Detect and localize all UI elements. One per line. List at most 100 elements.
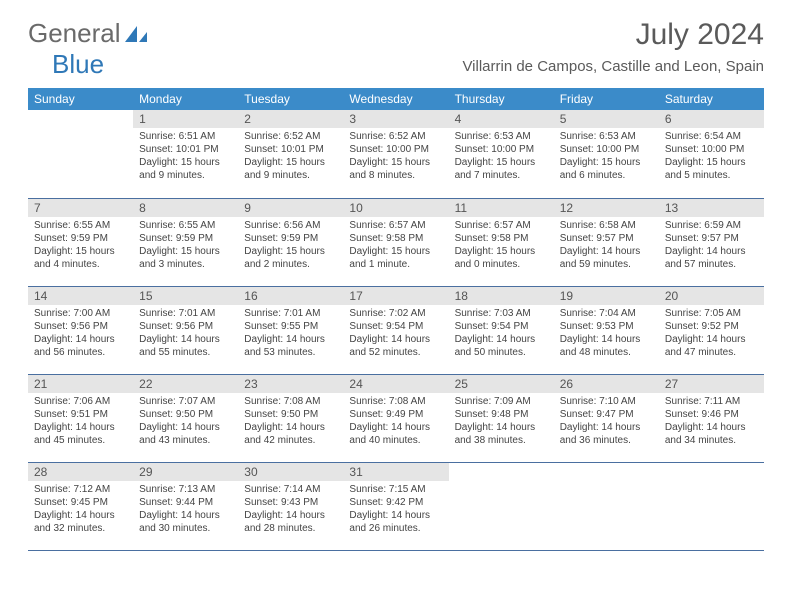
calendar-cell: [449, 462, 554, 550]
calendar-cell: 22Sunrise: 7:07 AMSunset: 9:50 PMDayligh…: [133, 374, 238, 462]
day-details: Sunrise: 6:51 AMSunset: 10:01 PMDaylight…: [133, 128, 238, 186]
calendar-cell: 26Sunrise: 7:10 AMSunset: 9:47 PMDayligh…: [554, 374, 659, 462]
day-details: Sunrise: 6:54 AMSunset: 10:00 PMDaylight…: [659, 128, 764, 186]
calendar-cell: 14Sunrise: 7:00 AMSunset: 9:56 PMDayligh…: [28, 286, 133, 374]
day-number: 29: [133, 463, 238, 481]
calendar-cell: 24Sunrise: 7:08 AMSunset: 9:49 PMDayligh…: [343, 374, 448, 462]
calendar-table: SundayMondayTuesdayWednesdayThursdayFrid…: [28, 88, 764, 551]
day-details: Sunrise: 7:01 AMSunset: 9:56 PMDaylight:…: [133, 305, 238, 363]
calendar-week-row: 1Sunrise: 6:51 AMSunset: 10:01 PMDayligh…: [28, 110, 764, 198]
day-number: 8: [133, 199, 238, 217]
calendar-cell: 5Sunrise: 6:53 AMSunset: 10:00 PMDayligh…: [554, 110, 659, 198]
location-subtitle: Villarrin de Campos, Castille and Leon, …: [462, 58, 764, 75]
calendar-cell: [659, 462, 764, 550]
calendar-cell: [554, 462, 659, 550]
calendar-cell: 23Sunrise: 7:08 AMSunset: 9:50 PMDayligh…: [238, 374, 343, 462]
day-number: 21: [28, 375, 133, 393]
day-header: Friday: [554, 88, 659, 110]
logo-word-blue: Blue: [52, 49, 104, 79]
calendar-week-row: 14Sunrise: 7:00 AMSunset: 9:56 PMDayligh…: [28, 286, 764, 374]
calendar-week-row: 28Sunrise: 7:12 AMSunset: 9:45 PMDayligh…: [28, 462, 764, 550]
day-details: Sunrise: 7:13 AMSunset: 9:44 PMDaylight:…: [133, 481, 238, 539]
day-details: Sunrise: 7:04 AMSunset: 9:53 PMDaylight:…: [554, 305, 659, 363]
day-number: 26: [554, 375, 659, 393]
day-number: 1: [133, 110, 238, 128]
day-number: 30: [238, 463, 343, 481]
day-number: 23: [238, 375, 343, 393]
calendar-cell: 13Sunrise: 6:59 AMSunset: 9:57 PMDayligh…: [659, 198, 764, 286]
day-number: 11: [449, 199, 554, 217]
calendar-cell: 11Sunrise: 6:57 AMSunset: 9:58 PMDayligh…: [449, 198, 554, 286]
day-details: Sunrise: 7:11 AMSunset: 9:46 PMDaylight:…: [659, 393, 764, 451]
day-number: 20: [659, 287, 764, 305]
day-number: 10: [343, 199, 448, 217]
day-number: 25: [449, 375, 554, 393]
day-header: Monday: [133, 88, 238, 110]
calendar-cell: 31Sunrise: 7:15 AMSunset: 9:42 PMDayligh…: [343, 462, 448, 550]
calendar-cell: 30Sunrise: 7:14 AMSunset: 9:43 PMDayligh…: [238, 462, 343, 550]
day-details: Sunrise: 7:08 AMSunset: 9:50 PMDaylight:…: [238, 393, 343, 451]
day-details: Sunrise: 6:55 AMSunset: 9:59 PMDaylight:…: [28, 217, 133, 275]
day-number: 27: [659, 375, 764, 393]
calendar-cell: 20Sunrise: 7:05 AMSunset: 9:52 PMDayligh…: [659, 286, 764, 374]
calendar-cell: [28, 110, 133, 198]
calendar-cell: 16Sunrise: 7:01 AMSunset: 9:55 PMDayligh…: [238, 286, 343, 374]
day-details: Sunrise: 6:58 AMSunset: 9:57 PMDaylight:…: [554, 217, 659, 275]
day-number: 18: [449, 287, 554, 305]
day-details: Sunrise: 6:53 AMSunset: 10:00 PMDaylight…: [554, 128, 659, 186]
day-number: 3: [343, 110, 448, 128]
calendar-cell: 21Sunrise: 7:06 AMSunset: 9:51 PMDayligh…: [28, 374, 133, 462]
day-number: 24: [343, 375, 448, 393]
calendar-week-row: 7Sunrise: 6:55 AMSunset: 9:59 PMDaylight…: [28, 198, 764, 286]
calendar-cell: 6Sunrise: 6:54 AMSunset: 10:00 PMDayligh…: [659, 110, 764, 198]
day-number: 19: [554, 287, 659, 305]
day-details: Sunrise: 6:52 AMSunset: 10:01 PMDaylight…: [238, 128, 343, 186]
day-details: Sunrise: 7:06 AMSunset: 9:51 PMDaylight:…: [28, 393, 133, 451]
day-details: Sunrise: 6:55 AMSunset: 9:59 PMDaylight:…: [133, 217, 238, 275]
day-number: 13: [659, 199, 764, 217]
day-details: Sunrise: 6:57 AMSunset: 9:58 PMDaylight:…: [343, 217, 448, 275]
calendar-cell: 2Sunrise: 6:52 AMSunset: 10:01 PMDayligh…: [238, 110, 343, 198]
calendar-cell: 7Sunrise: 6:55 AMSunset: 9:59 PMDaylight…: [28, 198, 133, 286]
day-details: Sunrise: 7:14 AMSunset: 9:43 PMDaylight:…: [238, 481, 343, 539]
day-header: Saturday: [659, 88, 764, 110]
day-number: 15: [133, 287, 238, 305]
logo-text: General Blue: [28, 18, 147, 80]
calendar-cell: 10Sunrise: 6:57 AMSunset: 9:58 PMDayligh…: [343, 198, 448, 286]
day-header: Wednesday: [343, 88, 448, 110]
calendar-cell: 17Sunrise: 7:02 AMSunset: 9:54 PMDayligh…: [343, 286, 448, 374]
sail-icon: [125, 26, 147, 44]
calendar-cell: 25Sunrise: 7:09 AMSunset: 9:48 PMDayligh…: [449, 374, 554, 462]
day-number: 16: [238, 287, 343, 305]
day-details: Sunrise: 7:08 AMSunset: 9:49 PMDaylight:…: [343, 393, 448, 451]
day-number: 28: [28, 463, 133, 481]
day-number: 4: [449, 110, 554, 128]
day-details: Sunrise: 6:57 AMSunset: 9:58 PMDaylight:…: [449, 217, 554, 275]
calendar-body: 1Sunrise: 6:51 AMSunset: 10:01 PMDayligh…: [28, 110, 764, 550]
calendar-cell: 29Sunrise: 7:13 AMSunset: 9:44 PMDayligh…: [133, 462, 238, 550]
day-details: Sunrise: 7:15 AMSunset: 9:42 PMDaylight:…: [343, 481, 448, 539]
calendar-cell: 9Sunrise: 6:56 AMSunset: 9:59 PMDaylight…: [238, 198, 343, 286]
day-number: 7: [28, 199, 133, 217]
day-header: Tuesday: [238, 88, 343, 110]
day-details: Sunrise: 6:52 AMSunset: 10:00 PMDaylight…: [343, 128, 448, 186]
day-details: Sunrise: 6:59 AMSunset: 9:57 PMDaylight:…: [659, 217, 764, 275]
calendar-cell: 1Sunrise: 6:51 AMSunset: 10:01 PMDayligh…: [133, 110, 238, 198]
header: General Blue July 2024 Villarrin de Camp…: [28, 18, 764, 80]
day-header: Sunday: [28, 88, 133, 110]
calendar-week-row: 21Sunrise: 7:06 AMSunset: 9:51 PMDayligh…: [28, 374, 764, 462]
day-details: Sunrise: 6:56 AMSunset: 9:59 PMDaylight:…: [238, 217, 343, 275]
day-details: Sunrise: 7:03 AMSunset: 9:54 PMDaylight:…: [449, 305, 554, 363]
calendar-cell: 15Sunrise: 7:01 AMSunset: 9:56 PMDayligh…: [133, 286, 238, 374]
day-number: 6: [659, 110, 764, 128]
day-details: Sunrise: 7:01 AMSunset: 9:55 PMDaylight:…: [238, 305, 343, 363]
day-number: 22: [133, 375, 238, 393]
day-number: 5: [554, 110, 659, 128]
day-details: Sunrise: 7:05 AMSunset: 9:52 PMDaylight:…: [659, 305, 764, 363]
calendar-cell: 4Sunrise: 6:53 AMSunset: 10:00 PMDayligh…: [449, 110, 554, 198]
day-details: Sunrise: 7:07 AMSunset: 9:50 PMDaylight:…: [133, 393, 238, 451]
calendar-cell: 28Sunrise: 7:12 AMSunset: 9:45 PMDayligh…: [28, 462, 133, 550]
calendar-cell: 3Sunrise: 6:52 AMSunset: 10:00 PMDayligh…: [343, 110, 448, 198]
day-number: 31: [343, 463, 448, 481]
day-details: Sunrise: 7:09 AMSunset: 9:48 PMDaylight:…: [449, 393, 554, 451]
